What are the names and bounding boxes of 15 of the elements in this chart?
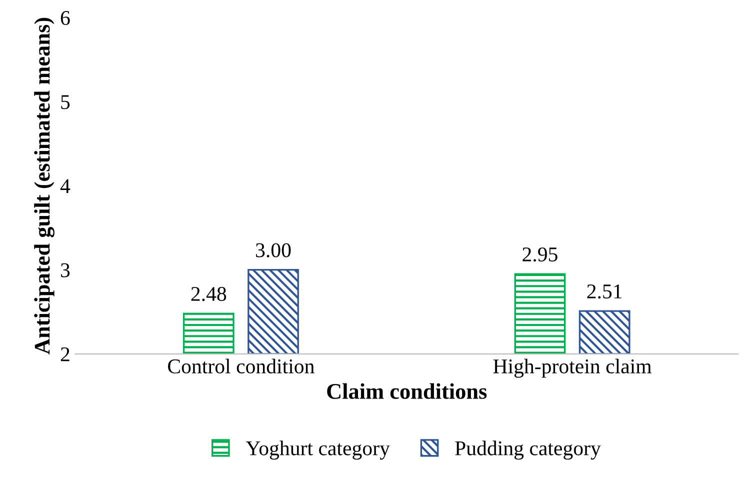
y-tick-label: 2	[60, 347, 70, 362]
y-axis-title: Anticipated guilt (estimated means)	[34, 18, 54, 354]
legend-label: Yoghurt category	[246, 440, 390, 460]
y-tick-label: 4	[60, 179, 70, 193]
x-tick-label: High-protein claim	[493, 358, 652, 378]
legend-label: Pudding category	[455, 440, 601, 460]
data-label: 2.48	[191, 286, 226, 302]
data-label: 2.51	[587, 284, 622, 299]
data-label: 2.95	[522, 247, 558, 262]
y-tick-label: 3	[61, 263, 70, 278]
y-tick-label: 6	[60, 11, 70, 26]
x-axis-title: Claim conditions	[327, 383, 487, 399]
y-tick-label: 5	[61, 95, 70, 110]
x-tick-label: Control condition	[168, 358, 314, 374]
data-label: 3.00	[256, 243, 291, 258]
